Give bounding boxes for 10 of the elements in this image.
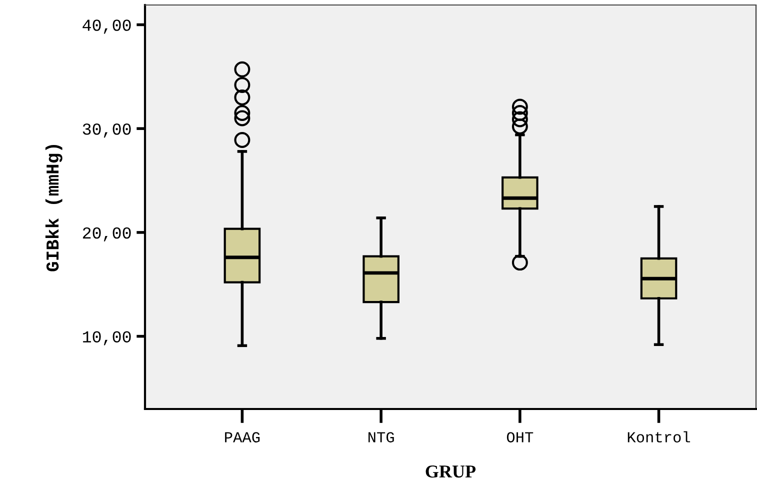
y-tick-label: 30,00 (82, 123, 131, 138)
x-tick-label: PAAG (225, 432, 260, 442)
x-axis-title: GRUP (426, 465, 476, 478)
x-tick-label: OHT (506, 432, 534, 442)
y-axis-title: GIBkk (mmHg) (45, 145, 62, 272)
y-tick-label: 20,00 (82, 227, 131, 242)
y-tick-label: 10,00 (83, 331, 131, 346)
x-tick-label: NTG (368, 432, 394, 442)
x-tick-label: Kontrol (628, 431, 690, 442)
y-tick-label: 40,00 (82, 20, 131, 34)
